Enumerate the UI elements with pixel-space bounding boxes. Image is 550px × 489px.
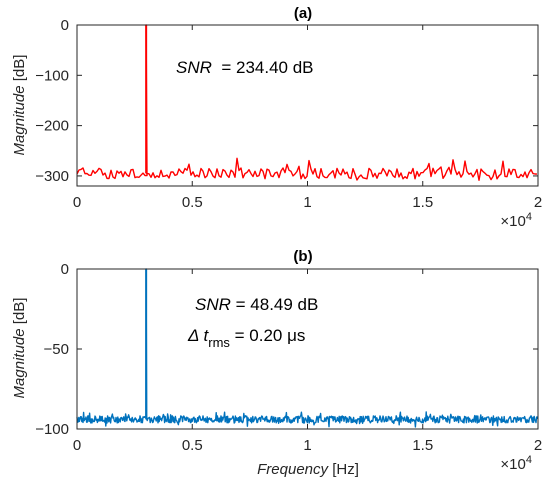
- panel-a-xtick-label: 0.5: [182, 194, 203, 211]
- panel-b-xtick-label: 0: [73, 437, 81, 454]
- panel-b-xlabel: Frequency [Hz]: [257, 461, 359, 478]
- svg-text:Frequency [Hz]: Frequency [Hz]: [257, 461, 359, 478]
- panel-b-ytick-label: −100: [35, 421, 69, 438]
- panel-b-title: (b): [293, 248, 312, 265]
- svg-text:Magnitude [dB]: Magnitude [dB]: [11, 298, 28, 399]
- panel-b-snr-annotation: SNR = 48.49 dB: [195, 295, 318, 314]
- panel-b-ytick-label: −50: [44, 341, 69, 358]
- panel-a-ticks: 0 0.5 1 1.5 2 0 −100 −200 −300: [35, 17, 542, 211]
- panel-b-xtick-label: 0.5: [182, 437, 203, 454]
- panel-b-ticks: 0 0.5 1 1.5 2 0 −50 −100: [35, 261, 542, 454]
- panel-a-xtick-label: 2: [534, 194, 542, 211]
- panel-a-ytick-label: −100: [35, 67, 69, 84]
- panel-a-ylabel: Magnitude [dB]: [11, 55, 28, 156]
- panel-a-plot-area: [76, 24, 538, 181]
- panel-a-ytick-label: −200: [35, 118, 69, 135]
- panel-b-ylabel: Magnitude [dB]: [11, 298, 28, 399]
- panel-b-series-line: [76, 268, 539, 428]
- panel-b-xtick-label: 2: [534, 437, 542, 454]
- panel-b-xtick-label: 1: [303, 437, 311, 454]
- panel-a: (a) Magnitude [dB] 0 0.5 1 1.5 2 0 −100 −200 −30…: [11, 5, 542, 230]
- panel-a-xtick-label: 1.5: [412, 194, 433, 211]
- panel-b-xtick-label: 1.5: [412, 437, 433, 454]
- panel-a-x-exponent: ×104: [500, 211, 532, 230]
- panel-a-ytick-label: −300: [35, 168, 69, 185]
- panel-a-title: (a): [294, 5, 312, 22]
- panel-a-xtick-label: 0: [73, 194, 81, 211]
- panel-a-snr-annotation: SNR = 234.40 dB: [176, 58, 314, 77]
- panel-a-series-line: [76, 24, 538, 181]
- panel-a-xtick-label: 1: [303, 194, 311, 211]
- panel-b: (b) Magnitude [dB] 0 0.5 1 1.5 2 0 −50 −100 Fre…: [11, 248, 542, 478]
- panel-b-x-exponent: ×104: [500, 454, 532, 473]
- panel-b-ytick-label: 0: [61, 261, 69, 278]
- panel-b-plot-area: [76, 268, 539, 428]
- panel-b-dtrms-annotation: Δ trms = 0.20 μs: [187, 326, 305, 350]
- panel-a-ytick-label: 0: [61, 17, 69, 34]
- svg-text:Magnitude [dB]: Magnitude [dB]: [11, 55, 28, 156]
